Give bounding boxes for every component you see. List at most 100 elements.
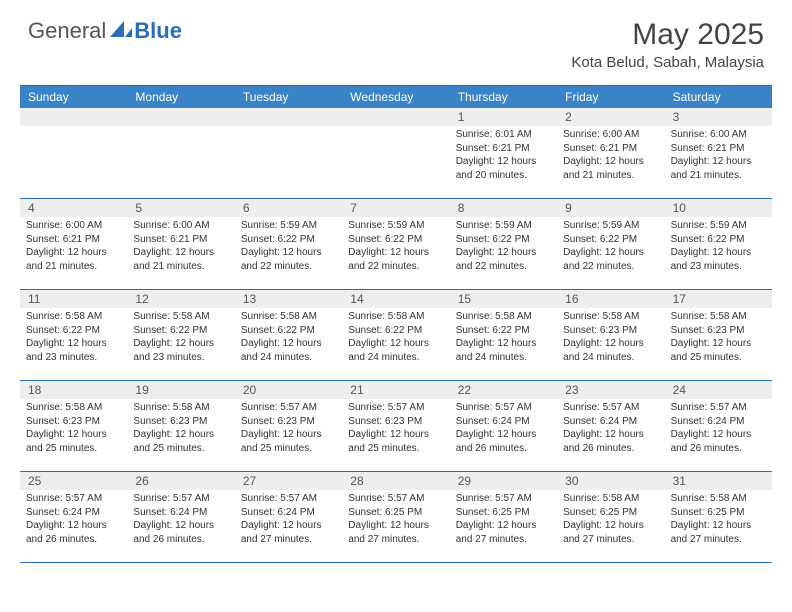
day-cell: 28Sunrise: 5:57 AMSunset: 6:25 PMDayligh… — [342, 472, 449, 562]
title-block: May 2025 Kota Belud, Sabah, Malaysia — [571, 18, 764, 71]
weekday-header: Wednesday — [342, 86, 449, 108]
day-cell: 4Sunrise: 6:00 AMSunset: 6:21 PMDaylight… — [20, 199, 127, 289]
daylight-text: Daylight: 12 hours and 26 minutes. — [671, 428, 766, 455]
day-cell: 6Sunrise: 5:59 AMSunset: 6:22 PMDaylight… — [235, 199, 342, 289]
day-cell — [235, 108, 342, 198]
calendar-week: 25Sunrise: 5:57 AMSunset: 6:24 PMDayligh… — [20, 472, 772, 563]
daylight-text: Daylight: 12 hours and 27 minutes. — [563, 519, 658, 546]
day-details: Sunrise: 5:58 AMSunset: 6:22 PMDaylight:… — [342, 308, 449, 368]
daylight-text: Daylight: 12 hours and 24 minutes. — [241, 337, 336, 364]
weekday-header-row: Sunday Monday Tuesday Wednesday Thursday… — [20, 86, 772, 108]
daylight-text: Daylight: 12 hours and 26 minutes. — [456, 428, 551, 455]
day-details: Sunrise: 5:59 AMSunset: 6:22 PMDaylight:… — [342, 217, 449, 277]
page-header: General Blue May 2025 Kota Belud, Sabah,… — [0, 0, 792, 79]
day-cell: 7Sunrise: 5:59 AMSunset: 6:22 PMDaylight… — [342, 199, 449, 289]
day-details: Sunrise: 5:57 AMSunset: 6:23 PMDaylight:… — [342, 399, 449, 459]
day-details: Sunrise: 5:57 AMSunset: 6:25 PMDaylight:… — [342, 490, 449, 550]
day-details: Sunrise: 5:57 AMSunset: 6:24 PMDaylight:… — [20, 490, 127, 550]
sunset-text: Sunset: 6:22 PM — [241, 233, 336, 247]
daylight-text: Daylight: 12 hours and 27 minutes. — [456, 519, 551, 546]
sunset-text: Sunset: 6:21 PM — [456, 142, 551, 156]
day-number: 26 — [127, 472, 234, 490]
sunset-text: Sunset: 6:21 PM — [563, 142, 658, 156]
sunrise-text: Sunrise: 5:58 AM — [671, 492, 766, 506]
daylight-text: Daylight: 12 hours and 23 minutes. — [671, 246, 766, 273]
daylight-text: Daylight: 12 hours and 21 minutes. — [671, 155, 766, 182]
day-number: 29 — [450, 472, 557, 490]
day-number: 13 — [235, 290, 342, 308]
sunrise-text: Sunrise: 5:58 AM — [241, 310, 336, 324]
sunrise-text: Sunrise: 5:58 AM — [563, 310, 658, 324]
calendar-week: 11Sunrise: 5:58 AMSunset: 6:22 PMDayligh… — [20, 290, 772, 381]
day-number: 12 — [127, 290, 234, 308]
sunset-text: Sunset: 6:23 PM — [671, 324, 766, 338]
day-number: 9 — [557, 199, 664, 217]
day-cell: 26Sunrise: 5:57 AMSunset: 6:24 PMDayligh… — [127, 472, 234, 562]
sunrise-text: Sunrise: 5:59 AM — [671, 219, 766, 233]
sunset-text: Sunset: 6:25 PM — [348, 506, 443, 520]
day-cell: 8Sunrise: 5:59 AMSunset: 6:22 PMDaylight… — [450, 199, 557, 289]
day-number-empty — [20, 108, 127, 126]
sunset-text: Sunset: 6:22 PM — [241, 324, 336, 338]
sunset-text: Sunset: 6:24 PM — [456, 415, 551, 429]
sunset-text: Sunset: 6:24 PM — [671, 415, 766, 429]
day-cell: 16Sunrise: 5:58 AMSunset: 6:23 PMDayligh… — [557, 290, 664, 380]
day-cell: 20Sunrise: 5:57 AMSunset: 6:23 PMDayligh… — [235, 381, 342, 471]
day-number: 1 — [450, 108, 557, 126]
sunset-text: Sunset: 6:22 PM — [456, 324, 551, 338]
day-number: 31 — [665, 472, 772, 490]
day-number: 16 — [557, 290, 664, 308]
day-cell — [127, 108, 234, 198]
sunrise-text: Sunrise: 5:57 AM — [456, 401, 551, 415]
day-details: Sunrise: 5:59 AMSunset: 6:22 PMDaylight:… — [665, 217, 772, 277]
logo: General Blue — [28, 18, 182, 44]
sunset-text: Sunset: 6:22 PM — [348, 324, 443, 338]
day-details: Sunrise: 5:59 AMSunset: 6:22 PMDaylight:… — [450, 217, 557, 277]
sunset-text: Sunset: 6:24 PM — [26, 506, 121, 520]
day-number: 5 — [127, 199, 234, 217]
calendar-week: 18Sunrise: 5:58 AMSunset: 6:23 PMDayligh… — [20, 381, 772, 472]
day-number: 15 — [450, 290, 557, 308]
sunrise-text: Sunrise: 6:00 AM — [671, 128, 766, 142]
day-cell: 22Sunrise: 5:57 AMSunset: 6:24 PMDayligh… — [450, 381, 557, 471]
day-cell: 9Sunrise: 5:59 AMSunset: 6:22 PMDaylight… — [557, 199, 664, 289]
day-cell: 19Sunrise: 5:58 AMSunset: 6:23 PMDayligh… — [127, 381, 234, 471]
day-number: 27 — [235, 472, 342, 490]
day-cell: 27Sunrise: 5:57 AMSunset: 6:24 PMDayligh… — [235, 472, 342, 562]
daylight-text: Daylight: 12 hours and 26 minutes. — [133, 519, 228, 546]
daylight-text: Daylight: 12 hours and 27 minutes. — [671, 519, 766, 546]
day-number: 17 — [665, 290, 772, 308]
daylight-text: Daylight: 12 hours and 21 minutes. — [133, 246, 228, 273]
weekday-header: Saturday — [665, 86, 772, 108]
sunrise-text: Sunrise: 6:00 AM — [133, 219, 228, 233]
day-cell: 24Sunrise: 5:57 AMSunset: 6:24 PMDayligh… — [665, 381, 772, 471]
day-cell: 31 Sunrise: 5:58 AMSunset: 6:25 PMDayligh… — [665, 472, 772, 562]
day-number: 7 — [342, 199, 449, 217]
sunset-text: Sunset: 6:25 PM — [671, 506, 766, 520]
sunrise-text: Sunrise: 5:58 AM — [671, 310, 766, 324]
sunset-text: Sunset: 6:23 PM — [563, 324, 658, 338]
day-cell: 12Sunrise: 5:58 AMSunset: 6:22 PMDayligh… — [127, 290, 234, 380]
sunset-text: Sunset: 6:24 PM — [241, 506, 336, 520]
day-number: 2 — [557, 108, 664, 126]
daylight-text: Daylight: 12 hours and 24 minutes. — [348, 337, 443, 364]
sunrise-text: Sunrise: 5:58 AM — [563, 492, 658, 506]
sunrise-text: Sunrise: 5:57 AM — [348, 492, 443, 506]
calendar: Sunday Monday Tuesday Wednesday Thursday… — [20, 85, 772, 563]
day-details: Sunrise: 5:58 AMSunset: 6:23 PMDaylight:… — [557, 308, 664, 368]
day-cell: 25Sunrise: 5:57 AMSunset: 6:24 PMDayligh… — [20, 472, 127, 562]
calendar-week: 4Sunrise: 6:00 AMSunset: 6:21 PMDaylight… — [20, 199, 772, 290]
sunset-text: Sunset: 6:25 PM — [456, 506, 551, 520]
daylight-text: Daylight: 12 hours and 23 minutes. — [26, 337, 121, 364]
logo-text-blue: Blue — [134, 18, 182, 44]
sunrise-text: Sunrise: 5:57 AM — [26, 492, 121, 506]
sunset-text: Sunset: 6:24 PM — [133, 506, 228, 520]
daylight-text: Daylight: 12 hours and 27 minutes. — [241, 519, 336, 546]
day-number: 24 — [665, 381, 772, 399]
day-details: Sunrise: 5:57 AMSunset: 6:24 PMDaylight:… — [557, 399, 664, 459]
sunrise-text: Sunrise: 6:00 AM — [563, 128, 658, 142]
day-details: Sunrise: 5:57 AMSunset: 6:24 PMDaylight:… — [450, 399, 557, 459]
day-cell: 14Sunrise: 5:58 AMSunset: 6:22 PMDayligh… — [342, 290, 449, 380]
sunrise-text: Sunrise: 5:59 AM — [563, 219, 658, 233]
sunset-text: Sunset: 6:25 PM — [563, 506, 658, 520]
